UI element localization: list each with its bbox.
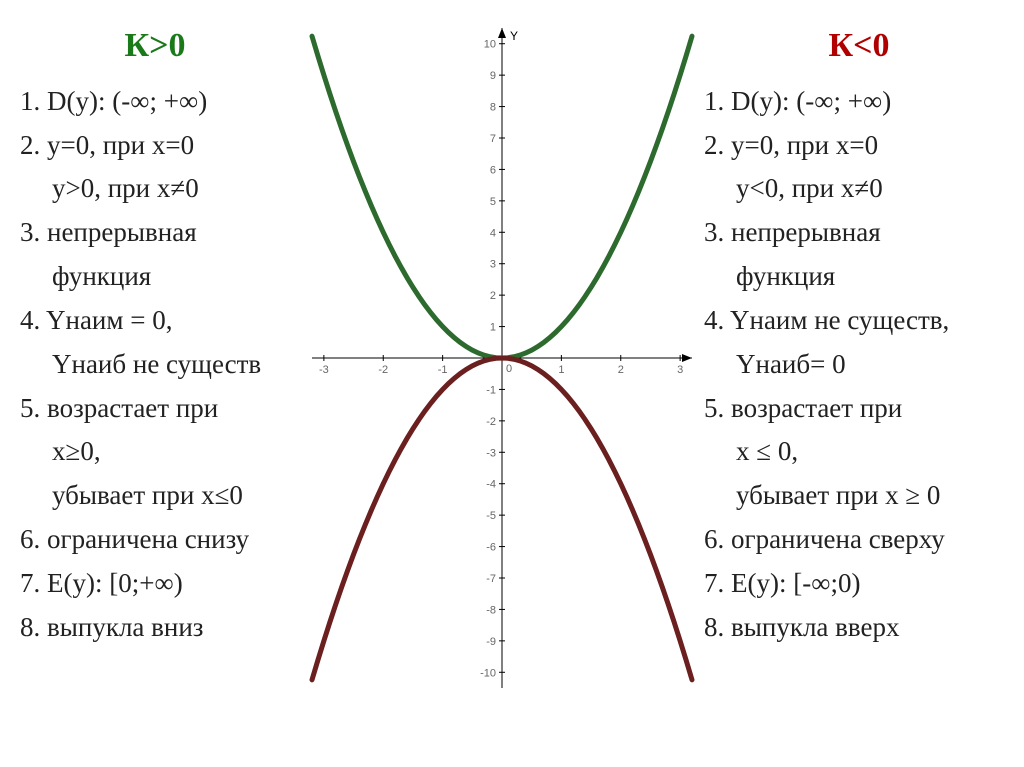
y-tick-label: 4 [490, 227, 496, 239]
property-line: функция [704, 256, 1014, 298]
property-line: убывает при x ≥ 0 [704, 475, 1014, 517]
y-tick-label: 7 [490, 133, 496, 145]
property-line: убывает при x≤0 [20, 475, 290, 517]
property-line: 3. непрерывная [704, 212, 1014, 254]
property-line: Yнаиб не существ [20, 344, 290, 386]
property-line: x ≤ 0, [704, 431, 1014, 473]
property-line: 6. ограничена снизу [20, 519, 290, 561]
property-line: 1. D(y): (-∞; +∞) [20, 81, 290, 123]
y-tick-label: -10 [480, 667, 496, 679]
property-line: 4. Yнаим = 0, [20, 300, 290, 342]
x-axis-arrow [682, 354, 692, 362]
y-axis-label: Y [510, 29, 518, 43]
property-line: функция [20, 256, 290, 298]
properties-list-negative: 1. D(y): (-∞; +∞)2. y=0, при x=0y<0, при… [704, 81, 1014, 649]
heading-k-positive: К>0 [20, 20, 290, 73]
property-line: 6. ограничена сверху [704, 519, 1014, 561]
y-tick-label: -7 [486, 573, 496, 585]
right-column: К<0 1. D(y): (-∞; +∞)2. y=0, при x=0y<0,… [704, 0, 1024, 767]
property-line: 4. Yнаим не существ, [704, 300, 1014, 342]
property-line: 8. выпукла вверх [704, 607, 1014, 649]
y-tick-label: -4 [486, 479, 496, 491]
x-tick-label: -3 [319, 364, 329, 376]
y-tick-label: -8 [486, 604, 496, 616]
heading-k-negative: К<0 [704, 20, 1014, 73]
y-tick-label: -5 [486, 510, 496, 522]
y-tick-label: 2 [490, 290, 496, 302]
y-tick-label: 1 [490, 322, 496, 334]
chart-container: Y 0 -3 -2 -1 1 2 3 -10 -9 -8 -7 -6 -5 -4 -3 -2 -1 1 2 3 4 5 6 7 8… [300, 0, 704, 767]
property-line: 7. E(y): [0;+∞) [20, 563, 290, 605]
x-tick-label: 1 [558, 364, 564, 376]
y-tick-label: 8 [490, 102, 496, 114]
left-column: К>0 1. D(y): (-∞; +∞)2. y=0, при x=0y>0,… [0, 0, 300, 767]
property-line: 2. y=0, при x=0 [704, 125, 1014, 167]
properties-list-positive: 1. D(y): (-∞; +∞)2. y=0, при x=0y>0, при… [20, 81, 290, 649]
y-tick-label: 5 [490, 196, 496, 208]
property-line: 8. выпукла вниз [20, 607, 290, 649]
x-tick-label: 3 [677, 364, 683, 376]
y-tick-label: 3 [490, 259, 496, 271]
property-line: 2. y=0, при x=0 [20, 125, 290, 167]
property-line: 3. непрерывная [20, 212, 290, 254]
property-line: Yнаиб= 0 [704, 344, 1014, 386]
y-tick-label: -6 [486, 542, 496, 554]
property-line: y<0, при x≠0 [704, 168, 1014, 210]
property-line: x≥0, [20, 431, 290, 473]
y-tick-label: 9 [490, 70, 496, 82]
x-tick-label: 2 [618, 364, 624, 376]
y-tick-label: -1 [486, 384, 496, 396]
y-tick-label: -3 [486, 447, 496, 459]
y-axis-arrow [498, 28, 506, 38]
property-line: 5. возрастает при [20, 388, 290, 430]
origin-label: 0 [506, 363, 512, 375]
parabola-chart: Y 0 -3 -2 -1 1 2 3 -10 -9 -8 -7 -6 -5 -4 -3 -2 -1 1 2 3 4 5 6 7 8… [312, 28, 692, 688]
property-line: 7. E(y): [-∞;0) [704, 563, 1014, 605]
property-line: 5. возрастает при [704, 388, 1014, 430]
property-line: y>0, при x≠0 [20, 168, 290, 210]
y-tick-label: 6 [490, 164, 496, 176]
y-tick-label: 10 [484, 39, 496, 51]
y-tick-label: -9 [486, 636, 496, 648]
x-tick-label: -2 [378, 364, 388, 376]
property-line: 1. D(y): (-∞; +∞) [704, 81, 1014, 123]
x-tick-label: -1 [438, 364, 448, 376]
y-tick-label: -2 [486, 416, 496, 428]
